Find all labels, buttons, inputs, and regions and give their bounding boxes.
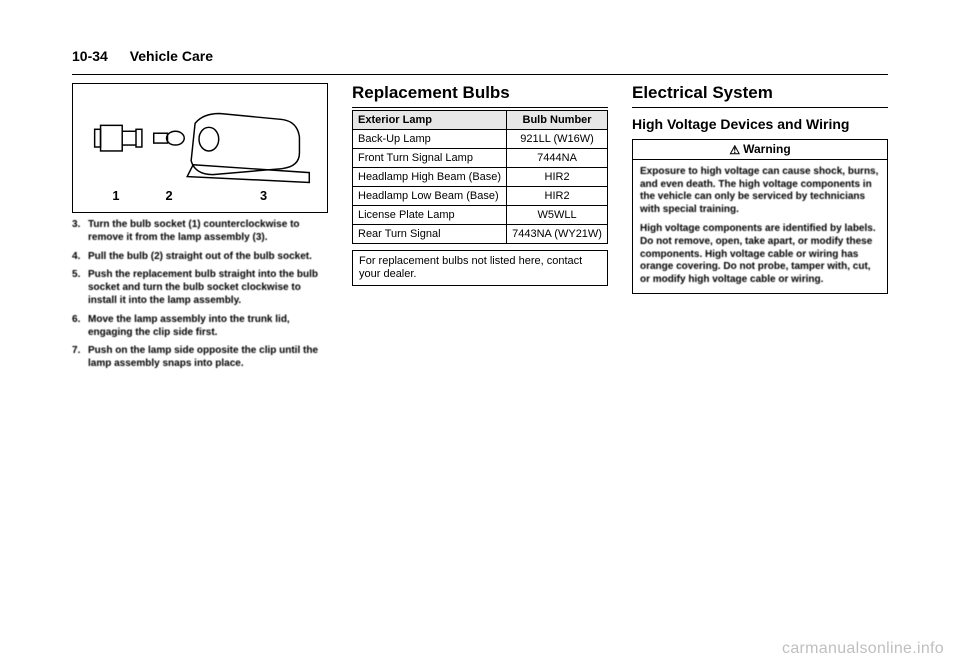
page-header: 10-34 Vehicle Care	[72, 48, 888, 64]
table-row: Rear Turn Signal7443NA (WY21W)	[353, 225, 608, 244]
diagram-label-3: 3	[260, 188, 267, 203]
page-number: 10-34	[72, 48, 108, 64]
warning-paragraph: High voltage components are identified b…	[640, 223, 880, 287]
left-column: 1 2 3 Turn the bulb socket (1) countercl…	[72, 83, 328, 377]
right-column: Electrical System High Voltage Devices a…	[632, 83, 888, 377]
diagram-label-2: 2	[166, 188, 173, 203]
warning-box: ⚠Warning Exposure to high voltage can ca…	[632, 139, 888, 294]
middle-column: Replacement Bulbs Exterior Lamp Bulb Num…	[352, 83, 608, 377]
table-row: Headlamp High Beam (Base)HIR2	[353, 168, 608, 187]
bulbs-table: Exterior Lamp Bulb Number Back-Up Lamp92…	[352, 110, 608, 244]
watermark-url: carmanualsonline.info	[782, 640, 944, 658]
table-row: Back-Up Lamp921LL (W16W)	[353, 130, 608, 149]
warning-body: Exposure to high voltage can cause shock…	[633, 160, 887, 293]
diagram-label-1: 1	[112, 188, 119, 203]
section-title: Vehicle Care	[130, 48, 213, 64]
step-item: Pull the bulb (2) straight out of the bu…	[72, 251, 328, 264]
table-row: License Plate LampW5WLL	[353, 206, 608, 225]
warning-icon: ⚠	[729, 143, 740, 157]
warning-paragraph: Exposure to high voltage can cause shock…	[640, 166, 880, 217]
col-exterior-lamp: Exterior Lamp	[353, 111, 507, 130]
hv-subtitle: High Voltage Devices and Wiring	[632, 116, 888, 133]
bulb-diagram: 1 2 3	[72, 83, 328, 213]
step-item: Push on the lamp side opposite the clip …	[72, 345, 328, 371]
col-bulb-number: Bulb Number	[507, 111, 608, 130]
header-rule	[72, 74, 888, 75]
warning-label: Warning	[743, 142, 791, 156]
electrical-system-title: Electrical System	[632, 83, 888, 103]
step-item: Move the lamp assembly into the trunk li…	[72, 314, 328, 340]
dealer-note: For replacement bulbs not listed here, c…	[352, 250, 608, 286]
step-item: Push the replacement bulb straight into …	[72, 269, 328, 307]
step-list: Turn the bulb socket (1) counterclockwis…	[72, 219, 328, 371]
step-item: Turn the bulb socket (1) counterclockwis…	[72, 219, 328, 245]
replacement-bulbs-title: Replacement Bulbs	[352, 83, 608, 103]
warning-header: ⚠Warning	[633, 140, 887, 160]
table-row: Front Turn Signal Lamp7444NA	[353, 149, 608, 168]
section-rule	[632, 107, 888, 108]
table-row: Headlamp Low Beam (Base)HIR2	[353, 187, 608, 206]
